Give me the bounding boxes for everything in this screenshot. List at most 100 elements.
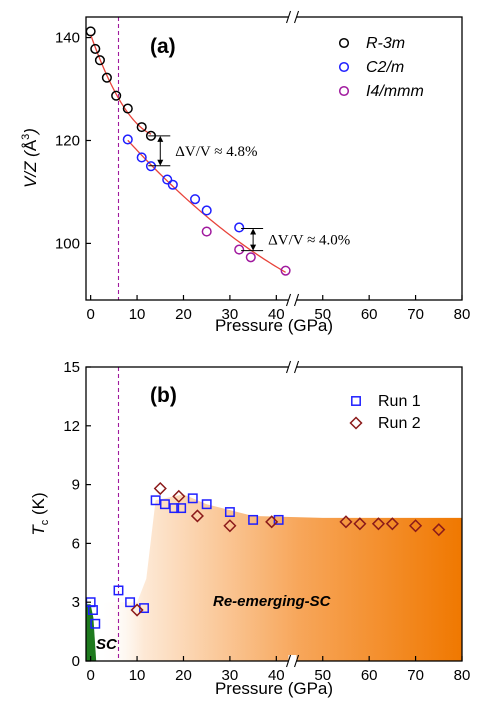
panel-b-point-series-0	[169, 503, 180, 514]
panel-a-legend-label: C2/m	[366, 59, 404, 76]
panel-b-point-series-0	[88, 605, 98, 615]
panel-b-point-series-1	[409, 519, 423, 533]
panel-b-point-series-1	[339, 515, 353, 529]
panel-a-point-series-1	[145, 161, 157, 172]
panel-b-point-series-1	[223, 519, 237, 533]
panel-b-point-series-0	[187, 493, 198, 504]
panel-a-point-series-0	[111, 90, 122, 101]
panel-b-ylabel: Tc (K)	[29, 492, 51, 535]
region-sc	[86, 604, 97, 661]
panel-a-point-series-1	[162, 174, 173, 185]
panel-a-point-series-0	[90, 43, 101, 54]
annotation-arrow-head	[250, 228, 257, 235]
panel-b-legend-marker	[351, 396, 361, 406]
panel-a-axis-break-gap	[288, 11, 297, 23]
panel-b-axis-break-gap	[288, 361, 297, 373]
panel-b-axis-break-mark	[294, 654, 300, 668]
region-re-emerging-sc	[99, 494, 462, 661]
annotation-arrow-head	[157, 159, 164, 166]
panel-a-ylabel-exp: 3	[20, 134, 32, 140]
panel-a-point-series-1	[234, 222, 245, 233]
panel-b-ytick-label: 6	[72, 535, 80, 552]
panel-b-point-series-1	[153, 481, 167, 496]
panel-b-point-series-1	[265, 515, 279, 529]
panel-b-xtick-label: 40	[268, 667, 285, 684]
panel-b-point-series-1	[385, 517, 399, 531]
panel-b-legend-label: Run 1	[378, 393, 421, 410]
panel-b-point-series-0	[113, 585, 124, 596]
panel-b-point-series-0	[224, 507, 235, 517]
panel-a-ylabel: V/Z (Å3)	[20, 128, 40, 188]
panel-b-xtick-label: 70	[407, 667, 424, 684]
panel-b-point-series-1	[432, 523, 446, 537]
panel-a-xtick-label: 0	[86, 306, 94, 323]
panel-a-ytick-label: 120	[55, 132, 80, 149]
panel-a-xtick-label: 40	[268, 306, 285, 323]
panel-a-axis-break-mark	[286, 10, 292, 24]
panel-a-legend-marker	[338, 85, 350, 97]
panel-a-point-series-2	[245, 252, 256, 263]
panel-b-label: (b)	[150, 384, 177, 407]
panel-a-xtick-label: 80	[454, 306, 471, 323]
panel-a-fit-curve-r3m	[90, 34, 152, 135]
panel-b-axis-break-mark	[286, 360, 292, 374]
panel-a-legend-label: I4/mmm	[366, 83, 424, 100]
panel-a-point-series-0	[101, 72, 112, 83]
panel-a-point-series-2	[280, 265, 291, 276]
panel-a-ylabel-unit: Å	[21, 139, 40, 151]
panel-a-xlabel: Pressure (GPa)	[215, 316, 333, 335]
annotation-arrow-head	[250, 244, 257, 251]
panel-b-xtick-label: 20	[175, 667, 192, 684]
panel-b-ytick-label: 12	[63, 418, 80, 435]
panel-b-point-series-0	[159, 499, 170, 510]
panel-a-point-series-1	[167, 179, 178, 190]
panel-b-ytick-label: 9	[72, 477, 80, 494]
panel-a-point-series-1	[136, 152, 147, 163]
panel-a-frame	[85, 16, 463, 301]
panel-b-xtick-label: 30	[222, 667, 239, 684]
panel-a-point-series-1	[122, 134, 133, 145]
panel-b-xtick-label: 50	[314, 667, 331, 684]
panel-a-ylabel-close: )	[21, 128, 40, 136]
panel-b-axis-break-mark	[286, 654, 292, 668]
panel-b-point-series-1	[172, 489, 186, 503]
panel-a-point-series-0	[85, 26, 96, 37]
panel-b-ytick-label: 0	[72, 653, 80, 670]
panel-b-xtick-label: 0	[86, 667, 94, 684]
annotation-label-0: ΔV/V ≈ 4.8%	[175, 144, 257, 160]
panel-b-point-series-0	[125, 597, 136, 608]
panel-b-ytick-label: 15	[63, 359, 80, 376]
panel-b-point-series-0	[90, 618, 101, 629]
panel-a-point-series-1	[201, 205, 212, 216]
panel-b-point-series-1	[130, 603, 144, 617]
panel-b-point-series-0	[201, 499, 212, 510]
panel-a-xtick-label: 20	[175, 306, 192, 323]
panel-b-frame	[85, 366, 463, 662]
panel-b-tc-plot: 0 10 20 30 40 50 60 70 80 0 3 6 9 12 15 (b) Pressure …	[29, 359, 470, 698]
panel-b-axis-break-gap	[288, 655, 297, 667]
panel-a-axis-break-mark	[294, 293, 300, 307]
panel-b-xlabel: Pressure (GPa)	[215, 679, 333, 698]
panel-a-axis-break-mark	[286, 293, 292, 307]
panel-a-label: (a)	[150, 35, 176, 58]
region-label-re-emerging-sc: Re-emerging-SC	[213, 593, 332, 610]
panel-a-point-series-0	[94, 55, 105, 66]
panel-a-legend: R-3m C2/m I4/mmm	[338, 35, 424, 100]
panel-b-xtick-label: 80	[454, 667, 471, 684]
panel-a-ytick-label: 100	[55, 235, 80, 252]
panel-a-axis-break-gap	[288, 294, 297, 306]
panel-a-xtick-label: 60	[361, 306, 378, 323]
panel-b-point-series-0	[150, 495, 161, 506]
panel-b-xtick-label: 60	[361, 667, 378, 684]
region-label-sc: SC	[96, 636, 118, 653]
panel-b-ylabel-sub: c	[39, 519, 51, 525]
panel-b-ylabel-unit: (K)	[29, 492, 48, 519]
panel-b-point-series-0	[248, 514, 259, 525]
panel-b-point-series-0	[176, 503, 187, 514]
panel-a-legend-marker	[338, 61, 350, 73]
panel-a-xtick-label: 30	[222, 306, 239, 323]
panel-a-legend-marker	[338, 37, 350, 49]
panel-a-axis-break-mark	[294, 10, 300, 24]
panel-a-ylabel-main: V/Z (	[21, 149, 40, 188]
